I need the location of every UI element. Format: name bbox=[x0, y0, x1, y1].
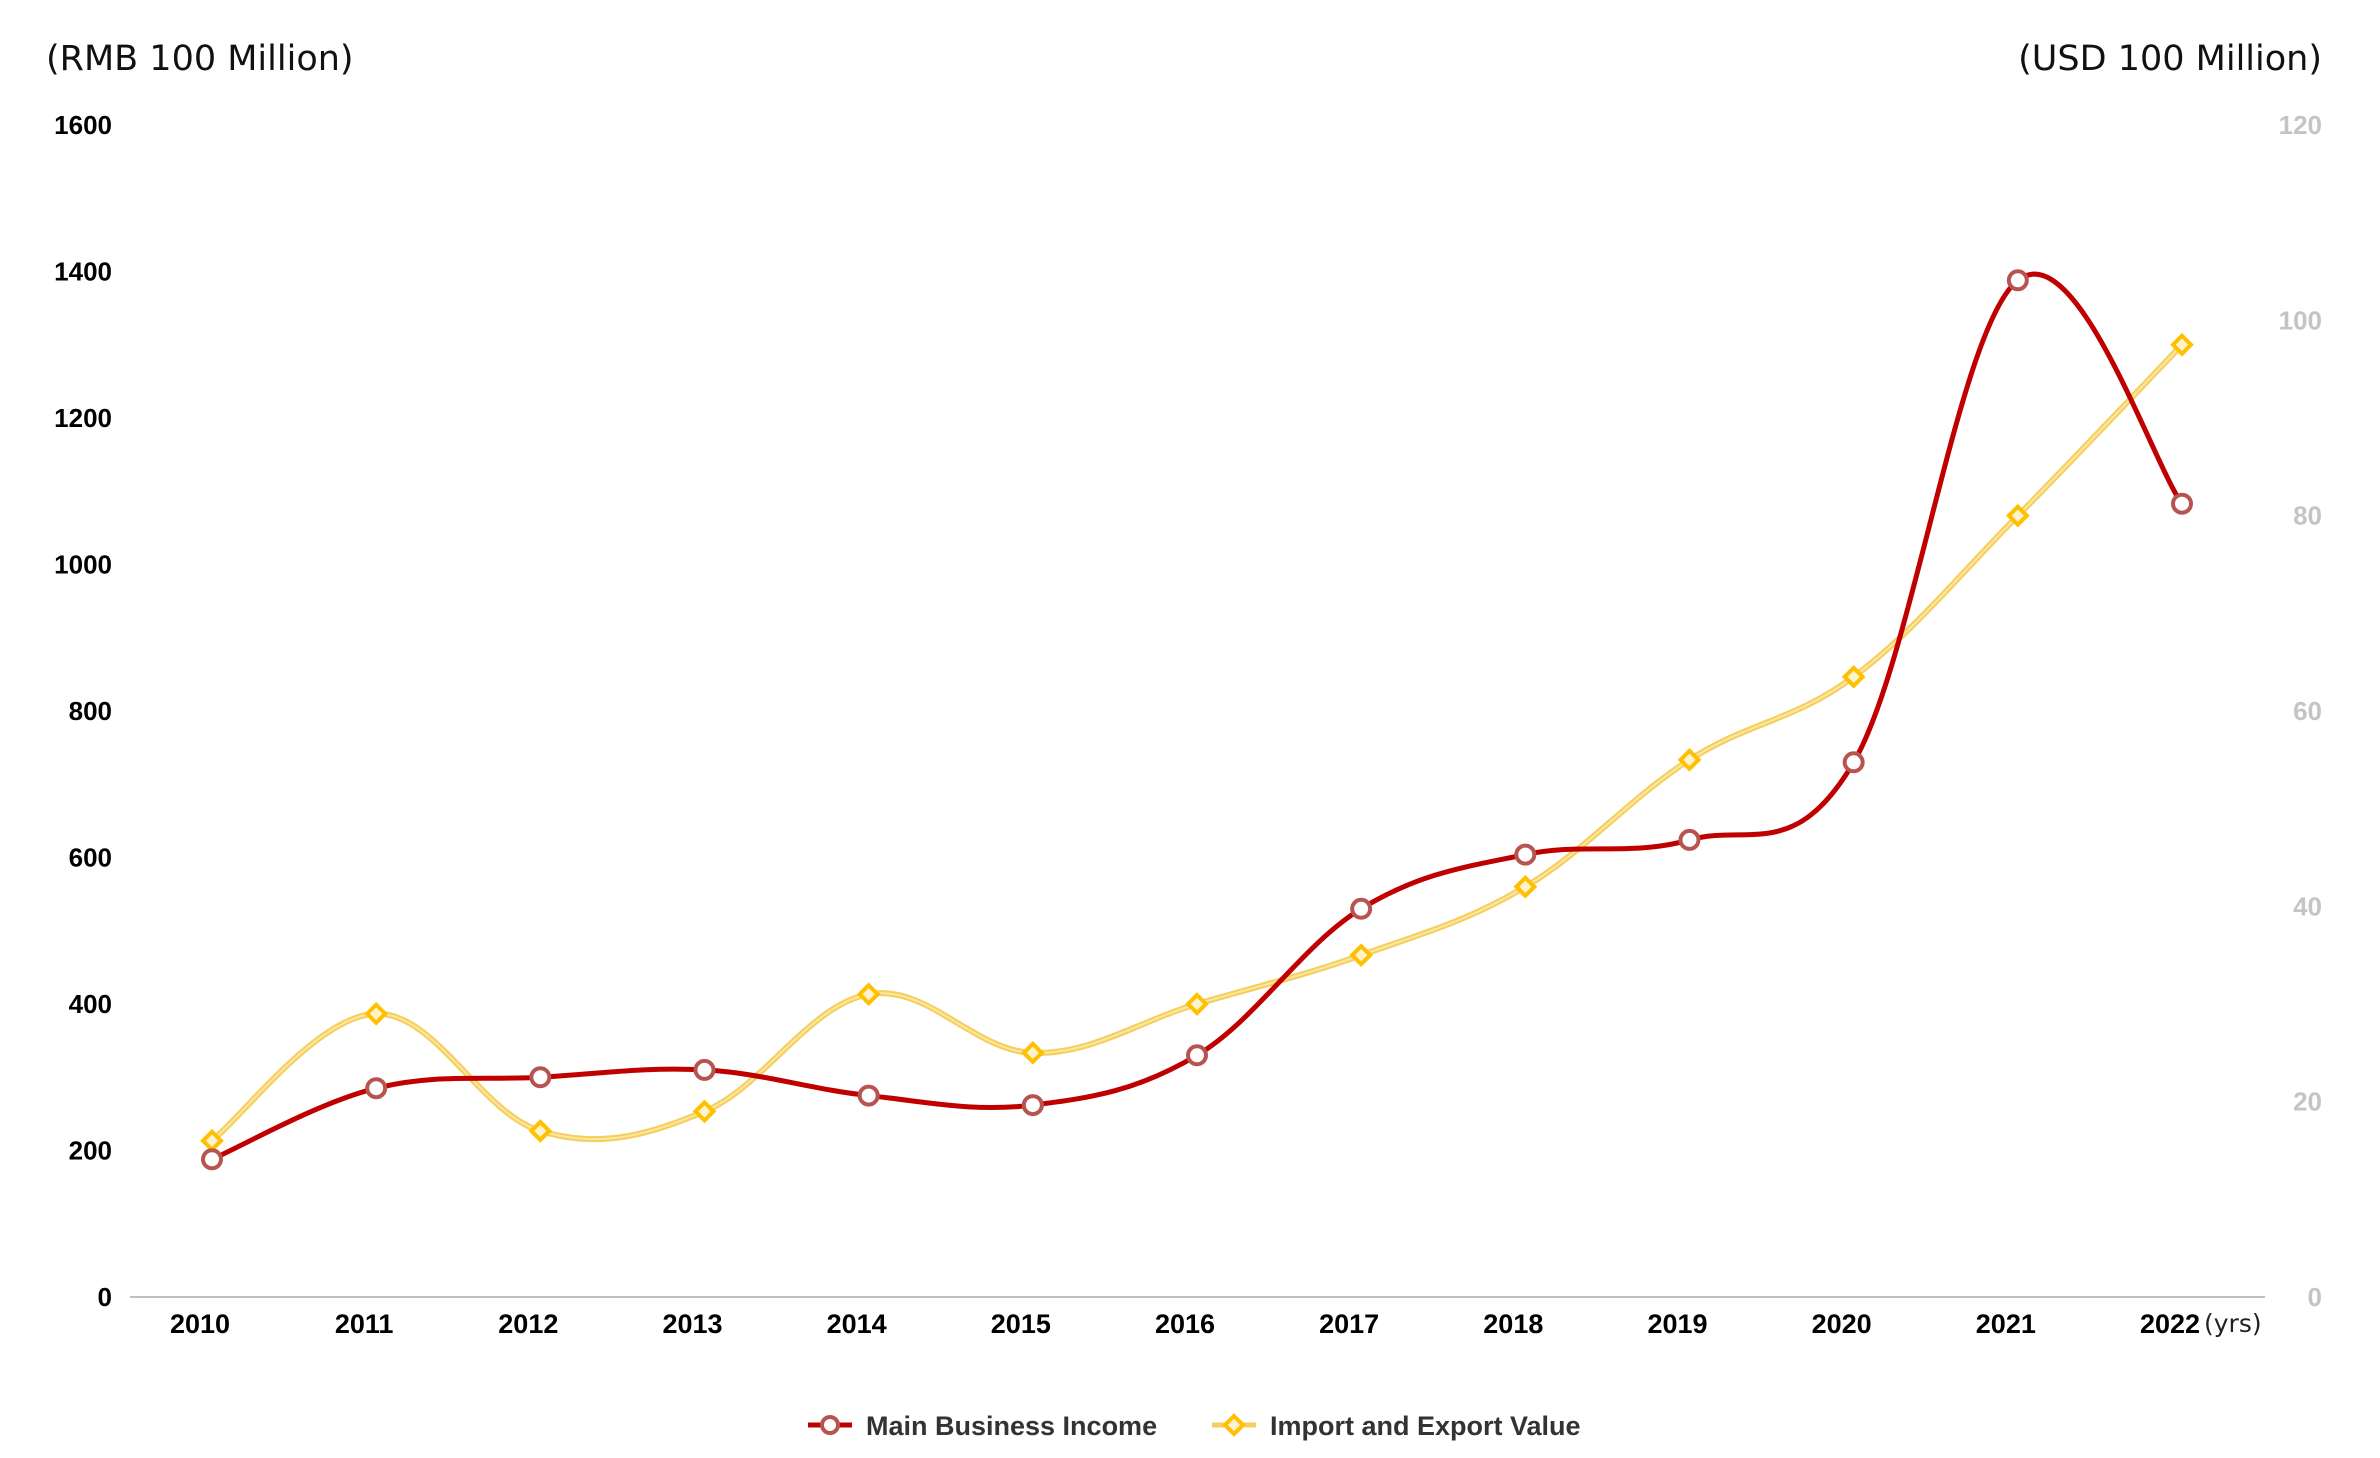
data-point-circle bbox=[529, 1066, 552, 1089]
legend-item-main-business-income: Main Business Income bbox=[808, 1411, 1157, 1441]
x-tick-label: 2011 bbox=[335, 1309, 394, 1339]
series-line-main-business-income bbox=[209, 271, 2185, 1162]
data-point-circle bbox=[1678, 828, 1701, 851]
legend-label: Import and Export Value bbox=[1270, 1411, 1581, 1441]
x-tick-label: 2017 bbox=[1319, 1309, 1379, 1339]
x-tick-label: 2013 bbox=[662, 1309, 722, 1339]
data-point-diamond bbox=[1677, 748, 1702, 772]
y-left-tick-label: 0 bbox=[98, 1282, 112, 1312]
series-import-and-export-value bbox=[200, 332, 2194, 1153]
x-tick-label: 2016 bbox=[1155, 1309, 1215, 1339]
y-left-tick-label: 1200 bbox=[54, 403, 112, 433]
data-point-circle bbox=[1021, 1094, 1044, 1117]
x-tick-label: 2010 bbox=[170, 1309, 230, 1339]
x-unit-label: (yrs) bbox=[2204, 1309, 2262, 1338]
y-left-tick-label: 1600 bbox=[54, 110, 112, 140]
data-point-circle bbox=[1350, 897, 1373, 920]
data-point-diamond bbox=[1021, 1041, 1045, 1065]
data-point-diamond bbox=[2170, 332, 2194, 357]
y-right-tick-label: 80 bbox=[2293, 501, 2322, 531]
data-point-circle bbox=[201, 1148, 223, 1171]
series-layer bbox=[200, 269, 2194, 1171]
data-point-diamond bbox=[856, 982, 881, 1007]
y-right-tick-label: 60 bbox=[2293, 696, 2322, 726]
y-right-tick-label: 0 bbox=[2308, 1282, 2322, 1312]
y-left-ticks: 0 200 400 600 800 1000 1200 1400 1600 bbox=[54, 110, 112, 1312]
x-tick-label: 2014 bbox=[827, 1309, 887, 1339]
x-tick-label: 2012 bbox=[498, 1309, 558, 1339]
series-main-business-income bbox=[201, 269, 2193, 1171]
legend-item-import-export-value: Import and Export Value bbox=[1212, 1411, 1581, 1441]
x-tick-label: 2022 bbox=[2140, 1309, 2200, 1339]
data-point-diamond bbox=[528, 1119, 553, 1143]
x-tick-label: 2020 bbox=[1812, 1309, 1872, 1339]
data-point-diamond bbox=[1185, 992, 1209, 1016]
data-point-circle bbox=[1186, 1044, 1208, 1067]
x-tick-label: 2015 bbox=[991, 1309, 1051, 1339]
series-line-import-export-outer bbox=[209, 341, 2185, 1144]
data-point-diamond bbox=[1349, 943, 1373, 967]
y-right-tick-label: 100 bbox=[2279, 305, 2322, 335]
legend: Main Business Income Import and Export Va… bbox=[808, 1411, 1581, 1441]
legend-marker-circle bbox=[820, 1415, 840, 1435]
y-left-unit-label: (RMB 100 Million) bbox=[46, 39, 354, 79]
data-point-diamond bbox=[692, 1099, 717, 1124]
x-axis-ticks: 2010 2011 2012 2013 2014 2015 2016 2017 2018 2019… bbox=[170, 1309, 2200, 1339]
y-right-tick-label: 120 bbox=[2279, 110, 2322, 140]
y-left-tick-label: 200 bbox=[69, 1136, 112, 1166]
y-left-tick-label: 1000 bbox=[54, 550, 112, 580]
x-tick-label: 2021 bbox=[1976, 1309, 2036, 1339]
y-left-tick-label: 800 bbox=[69, 696, 112, 726]
data-point-circle bbox=[2171, 492, 2193, 515]
data-point-circle bbox=[365, 1077, 388, 1100]
data-point-circle bbox=[693, 1058, 716, 1081]
y-right-tick-label: 20 bbox=[2293, 1087, 2322, 1117]
legend-label: Main Business Income bbox=[866, 1411, 1157, 1441]
data-point-diamond bbox=[1513, 874, 1538, 899]
data-point-diamond bbox=[364, 1001, 388, 1026]
y-right-unit-label: (USD 100 Million) bbox=[2018, 39, 2322, 79]
data-point-circle bbox=[1842, 751, 1865, 774]
y-right-ticks: 0 20 40 60 80 100 120 bbox=[2279, 110, 2322, 1312]
y-left-tick-label: 600 bbox=[69, 843, 112, 873]
series-line-import-export-inner bbox=[211, 344, 2183, 1142]
y-left-tick-label: 1400 bbox=[54, 257, 112, 287]
y-left-tick-label: 400 bbox=[69, 989, 112, 1019]
data-point-diamond bbox=[1841, 664, 1866, 689]
legend-marker-diamond bbox=[1222, 1413, 1246, 1437]
y-right-tick-label: 40 bbox=[2293, 891, 2322, 921]
x-tick-label: 2019 bbox=[1647, 1309, 1707, 1339]
x-tick-label: 2018 bbox=[1483, 1309, 1543, 1339]
data-point-diamond bbox=[2006, 503, 2030, 528]
data-point-circle bbox=[857, 1084, 880, 1107]
data-point-circle bbox=[1514, 843, 1537, 866]
data-point-circle bbox=[2006, 269, 2029, 292]
